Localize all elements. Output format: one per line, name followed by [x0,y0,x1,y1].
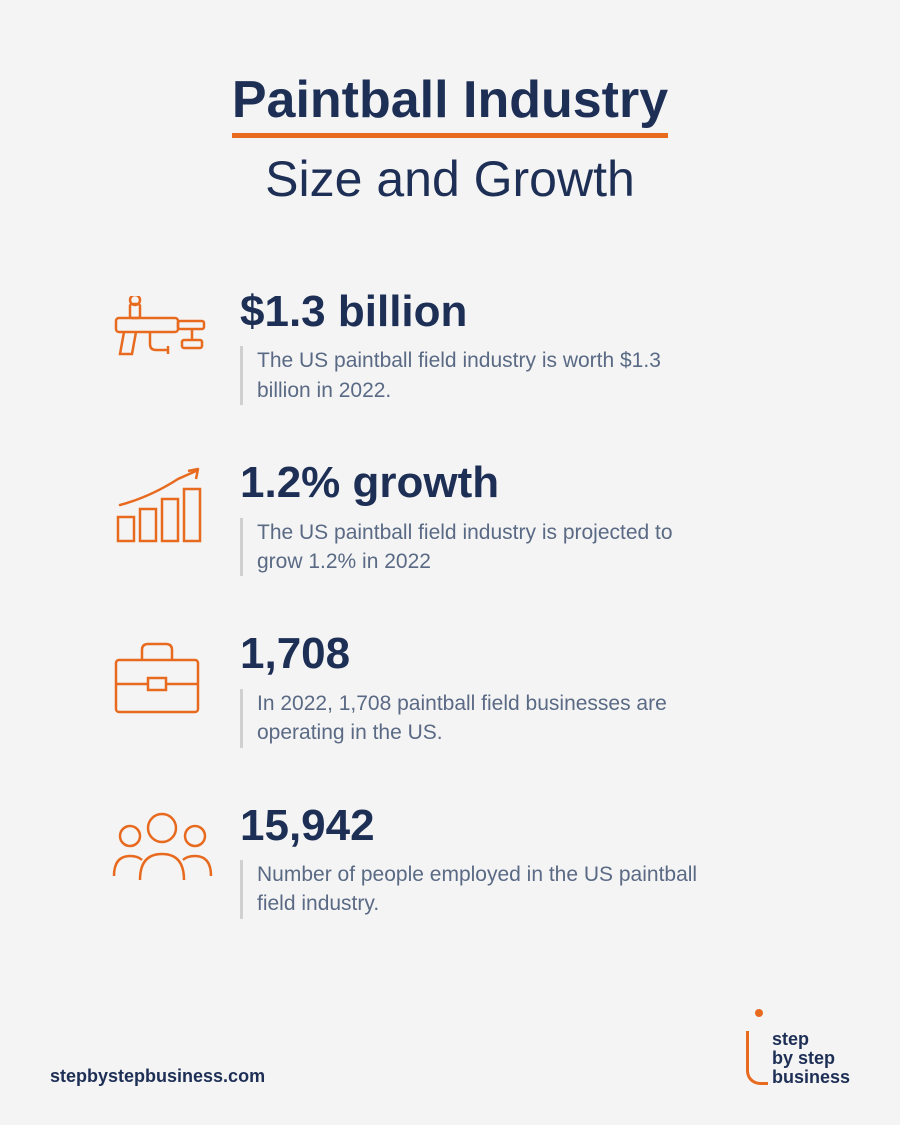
stat-description: The US paintball field industry is worth… [240,346,700,405]
logo-bracket-icon [746,1031,768,1085]
stat-row: $1.3 billion The US paintball field indu… [110,288,810,405]
stat-row: 15,942 Number of people employed in the … [110,802,810,919]
briefcase-icon [110,630,240,723]
stat-content: 15,942 Number of people employed in the … [240,802,810,919]
page-title-line2: Size and Growth [60,150,840,208]
stat-row: 1.2% growth The US paintball field indus… [110,459,810,576]
page-title-line1: Paintball Industry [232,70,668,136]
stats-list: $1.3 billion The US paintball field indu… [60,288,840,919]
stat-value: 1.2% growth [240,459,810,507]
stat-content: 1.2% growth The US paintball field indus… [240,459,810,576]
stat-row: 1,708 In 2022, 1,708 paintball field bus… [110,630,810,747]
stat-value: $1.3 billion [240,288,810,336]
stat-value: 1,708 [240,630,810,678]
stat-description: The US paintball field industry is proje… [240,518,700,577]
logo-text-line3: business [772,1068,850,1087]
header: Paintball Industry Size and Growth [60,70,840,208]
stat-value: 15,942 [240,802,810,850]
people-icon [110,802,240,893]
growth-chart-icon [110,459,240,552]
logo-text-line2: by step [772,1049,850,1068]
paintball-gun-icon [110,288,240,376]
stat-content: $1.3 billion The US paintball field indu… [240,288,810,405]
logo-text-line1: step [772,1030,850,1049]
stat-content: 1,708 In 2022, 1,708 paintball field bus… [240,630,810,747]
stat-description: Number of people employed in the US pain… [240,860,700,919]
footer: stepbystepbusiness.com step by step busi… [50,1030,850,1087]
stat-description: In 2022, 1,708 paintball field businesse… [240,689,700,748]
brand-logo: step by step business [746,1030,850,1087]
footer-url: stepbystepbusiness.com [50,1066,265,1087]
